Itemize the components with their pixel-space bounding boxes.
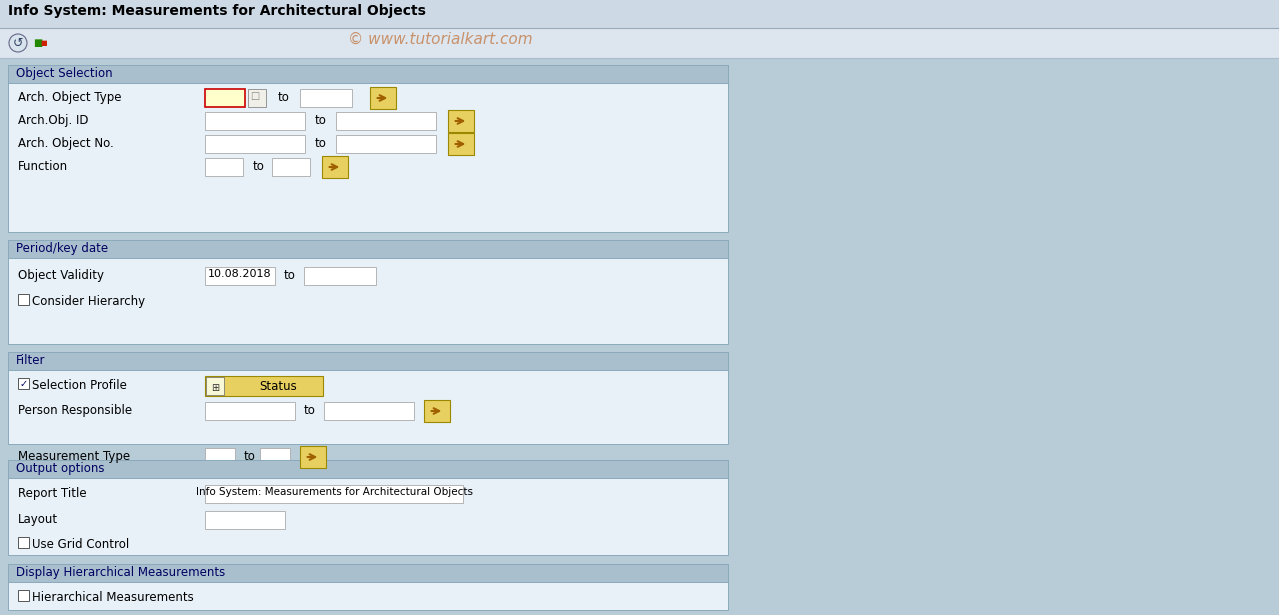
Text: Report Title: Report Title <box>18 487 87 500</box>
Bar <box>18 378 29 389</box>
Bar <box>205 448 235 466</box>
Bar <box>8 65 728 232</box>
Bar <box>448 133 475 155</box>
Bar <box>336 112 436 130</box>
Bar <box>324 402 414 420</box>
Text: ⊞: ⊞ <box>211 383 219 393</box>
Text: Layout: Layout <box>18 513 58 526</box>
Bar <box>260 448 290 466</box>
Text: Object Selection: Object Selection <box>17 67 113 80</box>
Text: Hierarchical Measurements: Hierarchical Measurements <box>32 591 193 604</box>
Text: Use Grid Control: Use Grid Control <box>32 538 129 551</box>
Text: to: to <box>253 160 265 173</box>
Bar <box>206 377 224 395</box>
Bar <box>205 511 285 529</box>
Text: © www.tutorialkart.com: © www.tutorialkart.com <box>348 32 532 47</box>
Bar <box>336 135 436 153</box>
Bar <box>205 158 243 176</box>
Bar <box>205 376 324 396</box>
Bar <box>205 485 463 503</box>
Text: Status: Status <box>260 380 297 393</box>
Text: Person Responsible: Person Responsible <box>18 404 132 417</box>
Bar <box>8 240 728 344</box>
Bar <box>8 240 728 258</box>
Text: ↺: ↺ <box>13 36 23 49</box>
Bar <box>272 158 310 176</box>
Text: Measurement Type: Measurement Type <box>18 450 130 463</box>
Bar <box>8 65 728 83</box>
Bar <box>205 112 304 130</box>
Text: □: □ <box>249 91 260 101</box>
Bar <box>205 135 304 153</box>
Bar <box>301 89 352 107</box>
Text: Consider Hierarchy: Consider Hierarchy <box>32 295 145 308</box>
Bar <box>0 28 1279 58</box>
Bar <box>425 400 450 422</box>
Text: to: to <box>315 114 327 127</box>
Text: Output options: Output options <box>17 462 105 475</box>
Bar <box>18 537 29 548</box>
Text: ■: ■ <box>33 38 42 48</box>
Text: to: to <box>304 404 316 417</box>
Text: Info System: Measurements for Architectural Objects: Info System: Measurements for Architectu… <box>8 4 426 18</box>
Bar <box>8 460 728 478</box>
Text: Arch.Obj. ID: Arch.Obj. ID <box>18 114 88 127</box>
Bar <box>18 294 29 305</box>
Text: Object Validity: Object Validity <box>18 269 104 282</box>
Bar <box>205 267 275 285</box>
Text: to: to <box>315 137 327 150</box>
Bar <box>370 87 396 109</box>
Bar <box>8 460 728 555</box>
Text: to: to <box>244 450 256 463</box>
Text: ■: ■ <box>41 40 47 46</box>
Text: to: to <box>284 269 295 282</box>
Text: Function: Function <box>18 160 68 173</box>
Bar <box>304 267 376 285</box>
Text: Arch. Object Type: Arch. Object Type <box>18 91 122 104</box>
Bar <box>448 110 475 132</box>
Bar <box>8 352 728 370</box>
Text: Selection Profile: Selection Profile <box>32 379 127 392</box>
Bar <box>8 564 728 610</box>
Text: Info System: Measurements for Architectural Objects: Info System: Measurements for Architectu… <box>196 487 472 497</box>
Bar <box>248 89 266 107</box>
Text: Filter: Filter <box>17 354 46 367</box>
Text: 10.08.2018: 10.08.2018 <box>208 269 272 279</box>
Text: Arch. Object No.: Arch. Object No. <box>18 137 114 150</box>
Bar <box>322 156 348 178</box>
Bar <box>205 89 246 107</box>
Bar <box>18 590 29 601</box>
Bar <box>205 402 295 420</box>
Bar <box>0 0 1279 28</box>
Bar <box>8 564 728 582</box>
Text: Period/key date: Period/key date <box>17 242 109 255</box>
Text: ✓: ✓ <box>19 379 28 389</box>
Circle shape <box>9 34 27 52</box>
Bar <box>8 352 728 444</box>
Text: to: to <box>278 91 290 104</box>
Text: Display Hierarchical Measurements: Display Hierarchical Measurements <box>17 566 225 579</box>
Bar <box>301 446 326 468</box>
